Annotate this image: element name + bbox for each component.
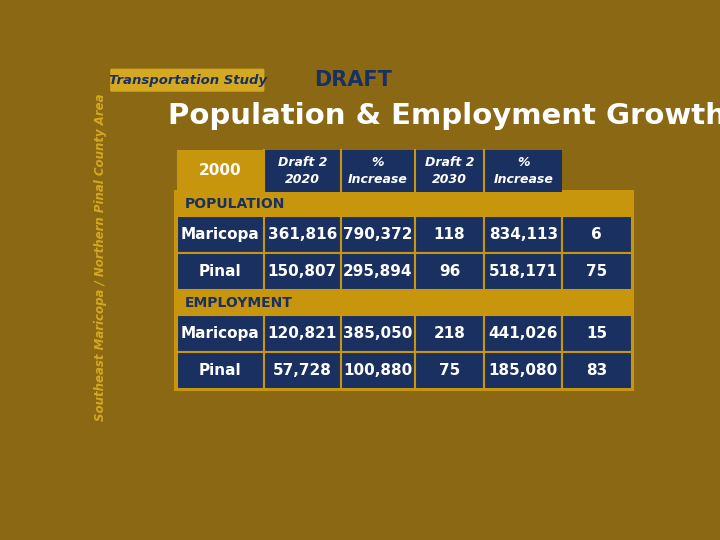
Bar [341, 352, 415, 389]
Bar [562, 217, 631, 253]
Bar [341, 217, 415, 253]
Text: Southeast Maricopa / Northern Pinal County Area: Southeast Maricopa / Northern Pinal Coun… [94, 93, 107, 421]
Text: 834,113: 834,113 [489, 227, 558, 242]
Bar [562, 253, 631, 291]
Text: 385,050: 385,050 [343, 326, 413, 341]
Bar [415, 150, 485, 192]
Text: Pinal: Pinal [199, 363, 241, 378]
Text: %
Increase: % Increase [493, 156, 553, 186]
Text: 75: 75 [586, 265, 608, 279]
Bar [264, 150, 341, 192]
Bar [174, 190, 634, 392]
Text: Transportation Study: Transportation Study [109, 73, 266, 87]
Text: 441,026: 441,026 [488, 326, 558, 341]
Text: 150,807: 150,807 [268, 265, 337, 279]
Bar [485, 315, 562, 352]
Text: Maricopa: Maricopa [181, 227, 260, 242]
Bar [562, 315, 631, 352]
Bar [341, 253, 415, 291]
Bar [264, 217, 341, 253]
Text: 57,728: 57,728 [273, 363, 332, 378]
Text: 118: 118 [433, 227, 465, 242]
Bar [177, 253, 264, 291]
Text: Pinal: Pinal [199, 265, 241, 279]
Text: EMPLOYMENT: EMPLOYMENT [184, 296, 292, 310]
Bar [264, 352, 341, 389]
Bar [485, 253, 562, 291]
Text: 518,171: 518,171 [489, 265, 558, 279]
Bar [485, 217, 562, 253]
Text: POPULATION: POPULATION [184, 197, 285, 211]
Text: Draft 2
2030: Draft 2 2030 [425, 156, 474, 186]
Text: 185,080: 185,080 [489, 363, 558, 378]
Bar [177, 150, 264, 192]
Bar [485, 352, 562, 389]
Text: %
Increase: % Increase [348, 156, 408, 186]
Bar [415, 217, 485, 253]
Text: DRAFT: DRAFT [315, 70, 392, 90]
Text: 83: 83 [586, 363, 608, 378]
Bar [177, 352, 264, 389]
Bar [415, 315, 485, 352]
Text: 96: 96 [439, 265, 460, 279]
Bar [264, 315, 341, 352]
Text: Draft 2
2020: Draft 2 2020 [278, 156, 327, 186]
Bar [485, 150, 562, 192]
Text: Population & Employment Growth: Population & Employment Growth [168, 103, 720, 130]
Text: 790,372: 790,372 [343, 227, 413, 242]
Text: Maricopa: Maricopa [181, 326, 260, 341]
Bar [177, 192, 631, 217]
Bar [264, 253, 341, 291]
Text: 15: 15 [586, 326, 608, 341]
FancyBboxPatch shape [110, 69, 264, 92]
Bar [177, 315, 264, 352]
Bar [562, 352, 631, 389]
Text: 6: 6 [591, 227, 602, 242]
Text: 2000: 2000 [199, 163, 241, 178]
Text: 75: 75 [439, 363, 460, 378]
Bar [415, 352, 485, 389]
Bar [341, 315, 415, 352]
Bar [177, 217, 264, 253]
Bar [341, 150, 415, 192]
Text: 120,821: 120,821 [268, 326, 337, 341]
Text: 361,816: 361,816 [268, 227, 337, 242]
Text: 100,880: 100,880 [343, 363, 413, 378]
Bar [415, 253, 485, 291]
Text: 218: 218 [433, 326, 466, 341]
Bar [177, 291, 631, 315]
Text: 295,894: 295,894 [343, 265, 413, 279]
